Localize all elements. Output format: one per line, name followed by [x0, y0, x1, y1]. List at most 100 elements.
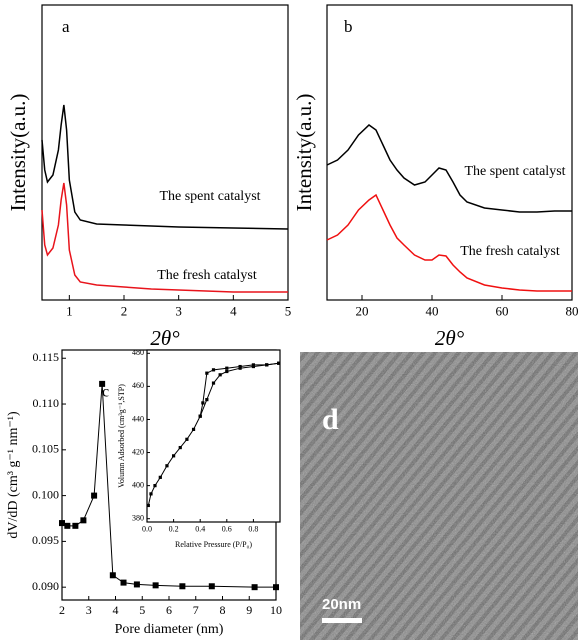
x-tick-label: 3 [86, 603, 92, 617]
y-axis-label: Intensity(a.u.) [292, 94, 316, 212]
y-tick-label: 0.105 [32, 442, 59, 456]
x-tick-label: 2 [59, 603, 65, 617]
x-tick-label: 2 [121, 303, 128, 318]
y-tick-label: 0.110 [32, 396, 59, 410]
y-tick-label: 0.115 [32, 350, 59, 364]
series-line [41, 104, 289, 230]
y-tick-label: 440 [132, 414, 144, 423]
data-point [208, 583, 215, 590]
data-point [273, 584, 279, 591]
data-point [152, 582, 159, 589]
y-tick-label: 420 [132, 447, 144, 456]
x-axis-label: 2θ° [150, 326, 180, 350]
y-tick-label: 480 [132, 348, 144, 357]
data-point [165, 464, 169, 468]
x-tick-label: 3 [175, 303, 182, 318]
series-label: The spent catalyst [159, 189, 260, 204]
y-tick-label: 0.095 [32, 533, 59, 547]
panel-label: d [322, 403, 339, 436]
x-tick-label: 20 [356, 303, 369, 318]
data-point [225, 366, 229, 370]
scale-bar [322, 618, 362, 623]
x-tick-label: 0.0 [142, 524, 152, 533]
x-tick-label: 40 [426, 303, 439, 318]
y-tick-label: 460 [132, 381, 144, 390]
series-line [41, 182, 288, 293]
y-tick-label: 0.090 [32, 579, 59, 593]
y-tick-label: 380 [132, 514, 144, 523]
x-tick-label: 10 [270, 603, 282, 617]
data-point [99, 380, 106, 387]
data-point [198, 414, 202, 418]
plot-frame [41, 4, 289, 301]
x-axis-label: Pore diameter (nm) [115, 622, 224, 637]
panel-label: c [102, 384, 109, 401]
x-tick-label: 60 [496, 303, 509, 318]
data-point [205, 398, 209, 402]
x-axis-label: 2θ° [435, 326, 465, 350]
data-point [238, 366, 242, 370]
data-point [205, 371, 209, 375]
x-tick-label: 4 [113, 603, 119, 617]
data-point [149, 492, 153, 496]
y-axis-label: Intensity(a.u.) [6, 94, 30, 212]
data-point [179, 583, 186, 590]
tem-grain [300, 352, 578, 640]
y-tick-label: 0.100 [32, 487, 59, 501]
data-point [172, 454, 176, 458]
data-point [251, 364, 255, 369]
data-point [158, 475, 162, 479]
y-axis-label: Volumn Adsorbed (cm³g⁻¹,STP) [117, 384, 126, 488]
scale-bar-label: 20nm [322, 596, 361, 613]
data-point [178, 445, 182, 450]
x-tick-label: 0.4 [195, 524, 205, 533]
x-tick-label: 7 [193, 603, 199, 617]
data-point [201, 401, 205, 405]
x-tick-label: 80 [566, 303, 579, 318]
panel-label: b [344, 17, 353, 36]
plot-frame [326, 4, 573, 301]
data-point [211, 381, 216, 385]
data-point [109, 572, 116, 579]
data-point [191, 427, 196, 431]
data-point [133, 581, 140, 588]
x-tick-label: 6 [166, 603, 172, 617]
plot-frame [146, 349, 281, 523]
series-line [326, 124, 572, 213]
series-label: The spent catalyst [464, 164, 565, 179]
x-axis-label: Relative Pressure (P/P₀) [175, 540, 252, 549]
data-point [277, 361, 281, 365]
data-point [153, 484, 157, 488]
series-line [326, 193, 572, 292]
data-point [265, 363, 269, 367]
data-point [238, 364, 242, 369]
x-tick-label: 4 [230, 303, 237, 318]
data-point [72, 522, 79, 529]
series-label: The fresh catalyst [157, 268, 257, 283]
series-label: The fresh catalyst [460, 244, 560, 259]
data-point [91, 492, 98, 499]
data-point [251, 584, 258, 591]
panel-label: a [62, 17, 70, 36]
data-point [251, 363, 255, 367]
x-tick-label: 5 [285, 303, 292, 318]
data-point [146, 503, 150, 508]
y-tick-label: 400 [132, 480, 144, 489]
x-tick-label: 0.6 [222, 524, 232, 533]
data-point [120, 579, 127, 586]
x-tick-label: 0.2 [169, 524, 179, 533]
data-point [225, 369, 229, 374]
x-tick-label: 8 [220, 603, 226, 617]
data-point [80, 517, 87, 524]
data-point [211, 368, 216, 372]
x-tick-label: 0.8 [248, 524, 258, 533]
data-point [64, 522, 71, 529]
x-tick-label: 1 [66, 303, 73, 318]
data-point [218, 373, 222, 377]
y-axis-label: dV/dD (cm³ g⁻¹ nm⁻¹) [6, 411, 21, 539]
data-point [59, 520, 65, 527]
x-tick-label: 9 [246, 603, 252, 617]
x-tick-label: 5 [139, 603, 145, 617]
